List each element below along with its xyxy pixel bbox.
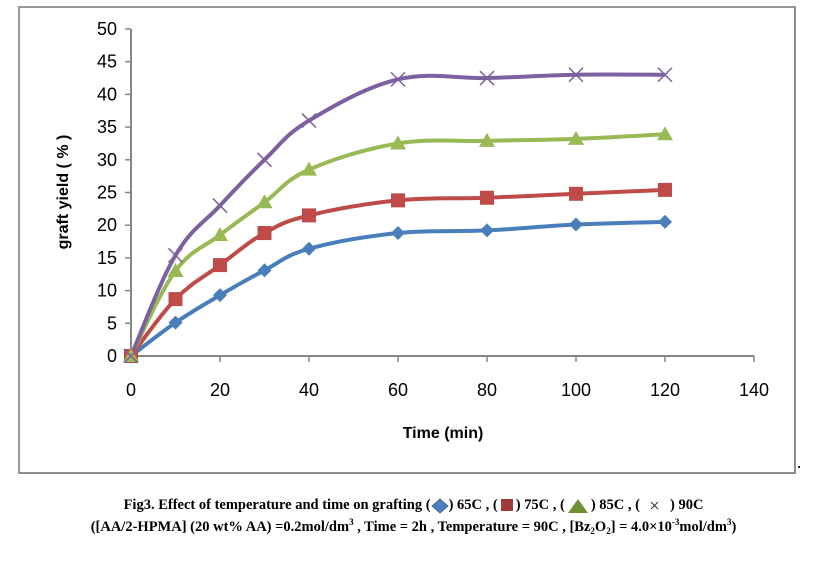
data-point-90c — [568, 67, 584, 83]
data-point-85c — [167, 262, 184, 277]
y-tick-label: 5 — [107, 313, 117, 333]
series-lines — [129, 72, 666, 358]
data-point-75c — [257, 226, 272, 241]
y-tick-label: 0 — [107, 346, 117, 366]
caption-subscript: 2 — [590, 526, 595, 536]
data-point-90c — [301, 113, 317, 129]
x-tick-label: 100 — [561, 380, 591, 400]
data-point-85c — [657, 126, 673, 141]
y-tick-label: 50 — [97, 19, 117, 39]
series-line-75c — [129, 187, 666, 358]
y-tick-label: 45 — [97, 52, 117, 72]
axes: 0 5 10 15 20 25 30 35 40 45 50 0 20 40 60 80 100 120 140 — [97, 19, 769, 400]
data-point-75c — [569, 186, 583, 201]
data-point-85c — [256, 194, 273, 209]
x-tick-label: 20 — [210, 380, 230, 400]
data-point-75c — [168, 292, 183, 307]
y-tick-label: 15 — [97, 248, 117, 268]
series-line-90c — [129, 72, 666, 357]
data-point-85c — [390, 135, 406, 150]
y-tick-label: 30 — [97, 150, 117, 170]
data-point-75c — [480, 190, 494, 205]
x-tick-label: 0 — [126, 380, 136, 400]
y-tick-label: 40 — [97, 84, 117, 104]
data-point-65c — [302, 241, 316, 256]
chart: 0 5 10 15 20 25 30 35 40 45 50 0 20 40 60 80 100 120 140 g… — [55, 19, 769, 442]
data-point-90c — [657, 67, 673, 83]
data-point-85c — [568, 130, 584, 145]
data-point-85c — [301, 161, 317, 176]
figure-caption-line-1: Fig3. Effect of temperature and time on … — [0, 497, 827, 514]
data-point-75c — [213, 258, 227, 273]
x-mark-stroke — [123, 348, 139, 364]
caption-prefix: Fig3. Effect of temperature and time on … — [123, 497, 431, 513]
x-icon — [640, 498, 670, 514]
x-mark-stroke — [568, 67, 584, 83]
data-point-75c — [658, 182, 672, 197]
caption-superscript: 3 — [726, 517, 732, 527]
y-tick-label: 20 — [97, 215, 117, 235]
figure-caption-line-2: ([AA/2-HPMA] (20 wt% AA) =0.2mol/dm3 , T… — [0, 517, 827, 536]
caption-subscript: 2 — [606, 526, 611, 536]
data-point-85c — [212, 227, 228, 242]
legend-label-75c: ) 75C , ( — [515, 497, 565, 513]
data-point-65c — [480, 223, 494, 238]
y-axis-title: graft yield ( % ) — [55, 135, 72, 250]
x-mark-stroke — [657, 67, 673, 83]
data-point-90c — [212, 198, 228, 214]
data-point-90c — [256, 152, 273, 168]
data-point-90c — [123, 348, 139, 364]
data-point-90c — [167, 247, 184, 263]
legend-label-90c: ) 90C — [669, 497, 704, 513]
caption-text: O — [594, 519, 607, 535]
chart-frame — [18, 6, 796, 474]
caption-superscript: 3 — [349, 517, 354, 527]
data-point-75c — [391, 193, 405, 208]
x-mark-stroke — [256, 152, 273, 168]
data-point-85c — [479, 132, 495, 147]
y-tick-label: 10 — [97, 281, 117, 301]
data-point-75c — [302, 208, 316, 223]
data-point-90c — [479, 70, 495, 86]
x-tick-label: 120 — [650, 380, 680, 400]
caption-text: , Time = 2h , Temperature = 90C , [Bz — [353, 519, 591, 535]
triangle-icon — [565, 498, 591, 514]
legend-label-85c: ) 85C , ( — [590, 497, 640, 513]
caption-text: mol/dm — [679, 519, 727, 535]
caption-text: ] = 4.0×10 — [610, 519, 672, 535]
series-line-85c — [129, 132, 666, 357]
x-tick-label: 60 — [388, 380, 408, 400]
x-mark-stroke — [212, 198, 228, 214]
caption-text: ) — [731, 519, 737, 535]
data-point-65c — [658, 214, 672, 229]
x-mark-stroke — [167, 247, 184, 263]
stray-dot — [798, 466, 800, 468]
data-point-65c — [168, 315, 183, 330]
x-tick-label: 140 — [739, 380, 769, 400]
x-tick-label: 40 — [299, 380, 319, 400]
data-point-90c — [390, 71, 406, 87]
x-mark-stroke — [479, 70, 495, 86]
y-tick-label: 35 — [97, 117, 117, 137]
x-mark-stroke — [301, 113, 317, 129]
legend-label-65c: ) 65C , ( — [448, 497, 498, 513]
data-point-65c — [569, 217, 583, 232]
square-icon — [498, 498, 516, 514]
data-point-65c — [391, 226, 405, 241]
data-point-65c — [257, 263, 272, 278]
y-tick-label: 25 — [97, 183, 117, 203]
x-mark-stroke — [390, 71, 406, 87]
series-line-65c — [129, 219, 666, 358]
diamond-icon — [430, 498, 449, 514]
x-axis-title: Time (min) — [403, 425, 484, 442]
series-markers — [123, 67, 673, 364]
caption-superscript: -3 — [671, 517, 680, 527]
data-point-65c — [213, 288, 227, 303]
x-tick-label: 80 — [477, 380, 497, 400]
caption-text: ([AA/2-HPMA] (20 wt% AA) =0.2mol/dm — [90, 519, 350, 535]
